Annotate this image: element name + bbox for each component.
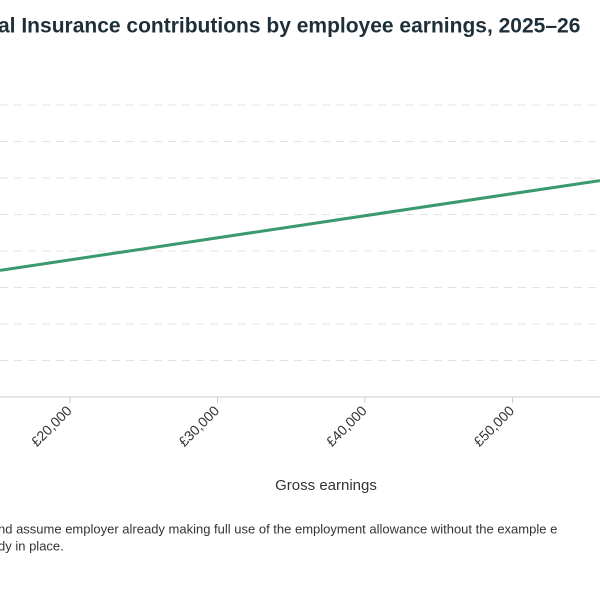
footnote: dy in place. [0,538,64,553]
x-tick-label: £20,000 [28,402,75,449]
chart-title: al Insurance contributions by employee e… [0,15,580,38]
footnote: nd assume employer already making full u… [0,521,557,536]
x-tick-label: £50,000 [470,402,517,449]
x-tick-label: £40,000 [323,402,370,449]
x-axis-label: Gross earnings [275,477,377,494]
data-line [0,179,600,272]
x-tick-label: £30,000 [175,402,222,449]
